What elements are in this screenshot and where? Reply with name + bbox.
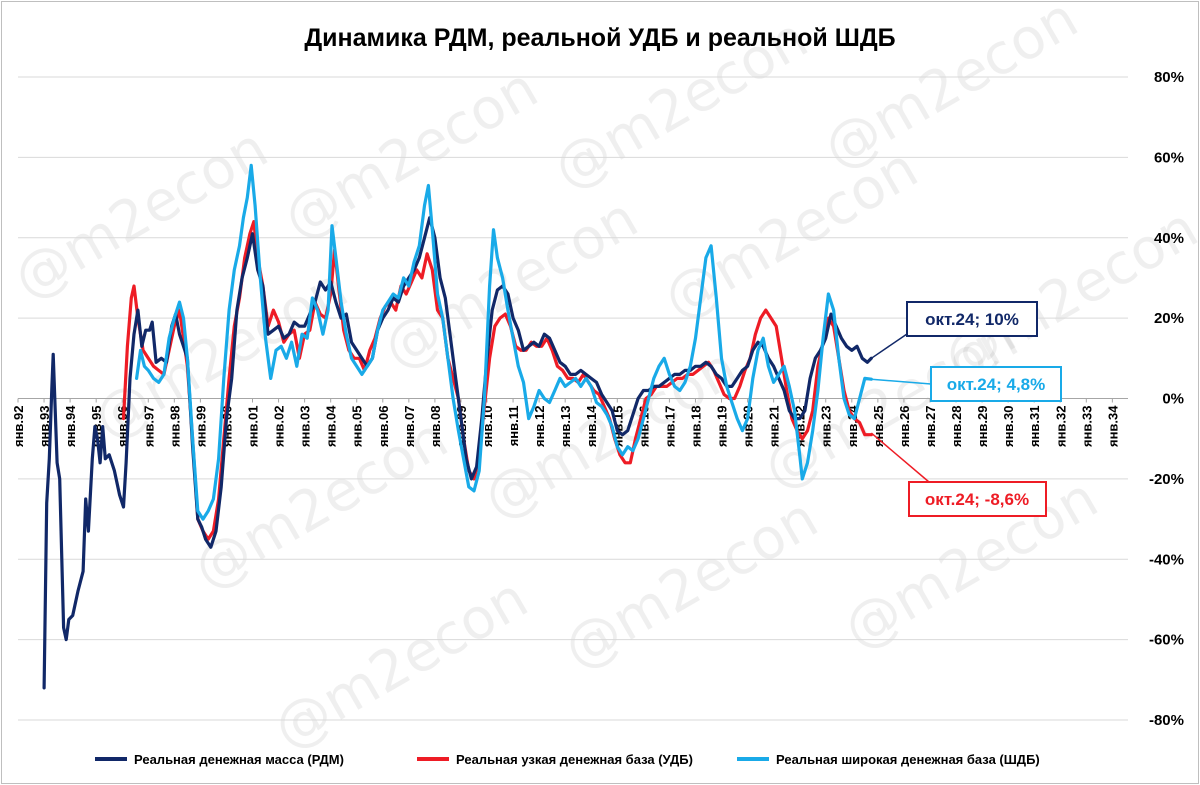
callout-label: окт.24; 4,8% xyxy=(947,375,1046,394)
callout-box xyxy=(930,366,1062,402)
legend: Реальная денежная масса (РДМ) Реальная уз… xyxy=(95,752,1040,767)
x-tick-label: янв.97 xyxy=(141,406,156,448)
x-axis-ticks: янв.92 янв.93 янв.94 янв.95 янв.96 янв.97 янв.… xyxy=(11,398,1120,448)
x-tick-label: янв.94 xyxy=(63,405,78,447)
x-tick-label: янв.21 xyxy=(767,406,782,448)
x-tick-label: янв.03 xyxy=(298,406,313,448)
x-tick-label: янв.29 xyxy=(975,405,990,447)
callout-label: окт.24; -8,6% xyxy=(925,490,1029,509)
x-tick-label: янв.93 xyxy=(37,406,52,448)
callout-box xyxy=(908,481,1047,517)
x-tick-label: янв.07 xyxy=(402,406,417,448)
x-tick-label: янв.06 xyxy=(376,406,391,448)
x-tick-label: янв.11 xyxy=(506,406,521,447)
y-tick-label: 60% xyxy=(1154,149,1184,166)
x-tick-label: янв.18 xyxy=(688,406,703,448)
watermark-text: @m2econ xyxy=(263,566,539,763)
watermark-text: @m2econ xyxy=(273,56,549,253)
x-tick-label: янв.20 xyxy=(741,406,756,448)
y-tick-label: -40% xyxy=(1149,551,1184,568)
y-tick-label: 20% xyxy=(1154,310,1184,327)
watermark-text: @m2econ xyxy=(553,486,829,683)
y-axis-ticks: 80% 60% 40% 20% 0% -20% -40% -60% -80% xyxy=(1149,69,1184,729)
x-tick-label: янв.28 xyxy=(949,406,964,448)
callout-box xyxy=(906,301,1038,337)
callout-leader xyxy=(870,333,908,359)
x-tick-label: янв.12 xyxy=(532,406,547,448)
legend-label: Реальная широкая денежная база (ШДБ) xyxy=(776,752,1040,767)
x-tick-label: янв.02 xyxy=(272,406,287,448)
x-tick-label: янв.92 xyxy=(11,406,26,448)
x-tick-label: янв.31 xyxy=(1027,406,1042,448)
legend-label: Реальная денежная масса (РДМ) xyxy=(134,752,344,767)
x-tick-label: янв.25 xyxy=(871,406,886,448)
x-tick-label: янв.26 xyxy=(897,406,912,448)
x-tick-label: янв.99 xyxy=(193,406,208,448)
x-tick-label: янв.34 xyxy=(1105,405,1120,447)
x-tick-label: янв.13 xyxy=(558,406,573,448)
x-tick-label: янв.30 xyxy=(1001,406,1016,448)
x-tick-label: янв.04 xyxy=(324,405,339,447)
watermark-text: @m2econ xyxy=(373,186,649,383)
y-tick-label: 80% xyxy=(1154,69,1184,86)
x-tick-label: янв.33 xyxy=(1079,406,1094,448)
x-tick-label: янв.98 xyxy=(167,406,182,448)
y-tick-label: -20% xyxy=(1149,471,1184,488)
x-tick-label: янв.05 xyxy=(350,406,365,448)
x-tick-label: янв.08 xyxy=(428,406,443,448)
callout-leader xyxy=(871,378,932,385)
x-tick-label: янв.27 xyxy=(923,406,938,448)
y-tick-label: 40% xyxy=(1154,230,1184,247)
chart-title: Динамика РДМ, реальной УДБ и реальной ШД… xyxy=(304,24,895,52)
x-tick-label: янв.23 xyxy=(819,406,834,448)
x-tick-label: янв.32 xyxy=(1053,406,1068,448)
x-tick-label: янв.14 xyxy=(584,405,599,447)
watermark-text: @m2econ xyxy=(653,136,929,333)
x-tick-label: янв.19 xyxy=(715,406,730,448)
y-tick-label: -60% xyxy=(1149,632,1184,649)
x-tick-label: янв.17 xyxy=(662,406,677,448)
watermark-text: @m2econ xyxy=(3,116,279,313)
y-tick-label: 0% xyxy=(1162,391,1184,408)
callout-leader xyxy=(870,432,930,483)
y-tick-label: -80% xyxy=(1149,712,1184,729)
x-tick-label: янв.01 xyxy=(246,406,261,448)
callout-label: окт.24; 10% xyxy=(925,310,1019,329)
series-line-rdm xyxy=(42,216,873,690)
series-line-shdb xyxy=(135,163,873,521)
series-lines xyxy=(42,163,873,690)
legend-label: Реальная узкая денежная база (УДБ) xyxy=(456,752,693,767)
callouts: окт.24; 10% окт.24; 4,8% окт.24; -8,6% xyxy=(870,301,1062,517)
